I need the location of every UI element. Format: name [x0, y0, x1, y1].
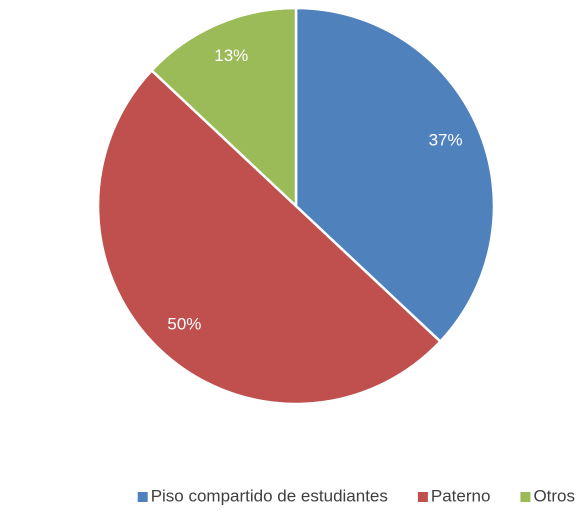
legend-swatch — [417, 492, 428, 502]
pie-slice — [96, 68, 443, 406]
data-label: 37% — [429, 131, 463, 150]
legend: Piso compartido de estudiantes Paterno Otr… — [137, 486, 575, 505]
data-label: 13% — [214, 46, 248, 65]
legend-label: Paterno — [431, 486, 491, 505]
legend-label: Otros — [533, 486, 575, 505]
data-label: 50% — [167, 314, 201, 333]
legend-swatch — [137, 492, 148, 502]
legend-swatch — [520, 492, 531, 502]
legend-label: Piso compartido de estudiantes — [151, 486, 388, 505]
pie-slice — [149, 6, 298, 209]
pie-slice — [294, 6, 496, 344]
